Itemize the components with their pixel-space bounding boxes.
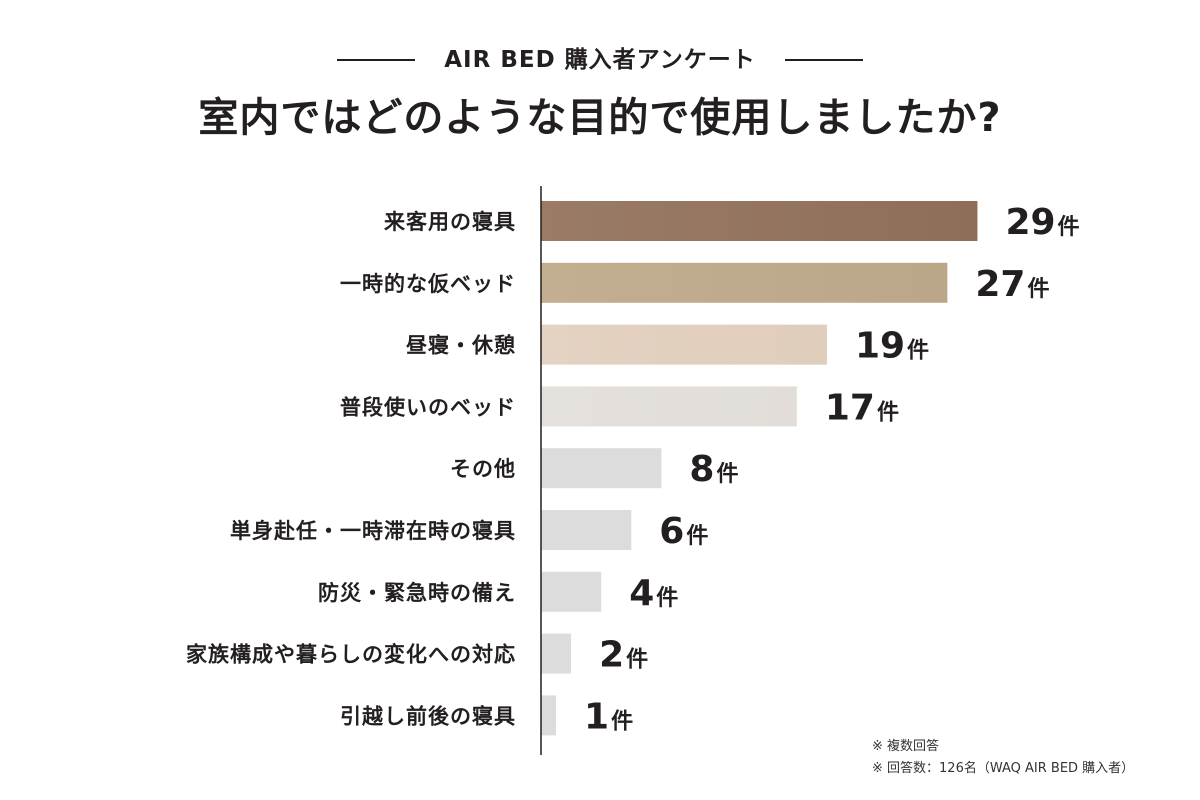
footnotes: ※ 複数回答 ※ 回答数：126名（WAQ AIR BED 購入者） [872, 736, 1134, 780]
bar-2 [541, 262, 948, 303]
subtitle-rule-left [337, 59, 415, 61]
subtitle-block: AIR BED 購入者アンケート [0, 44, 1200, 76]
value-label-3: 19件 [855, 326, 929, 367]
category-label-6: 単身赴任・一時滞在時の寝具 [230, 519, 516, 543]
chart-subtitle: AIR BED 購入者アンケート [444, 47, 756, 73]
value-label-5: 8件 [689, 449, 738, 490]
value-label-9: 1件 [584, 696, 633, 737]
chart-title: 室内ではどのような目的で使用しましたか? [198, 95, 1002, 141]
category-label-3: 昼寝・休憩 [406, 334, 516, 358]
value-label-8: 2件 [599, 635, 648, 676]
subtitle-rule-right [785, 59, 863, 61]
bar-group [541, 201, 978, 736]
category-labels: 来客用の寝具一時的な仮ベッド昼寝・休憩普段使いのベッドその他単身赴任・一時滞在時… [186, 210, 516, 728]
value-label-4: 17件 [825, 387, 899, 428]
value-label-6: 6件 [659, 511, 708, 552]
bar-1 [541, 201, 978, 241]
category-label-1: 来客用の寝具 [384, 210, 516, 234]
value-labels: 29件 27件 19件 17件 8件 6件 4件 2件 1件 [584, 202, 1080, 737]
bar-7 [541, 571, 602, 612]
category-label-8: 家族構成や暮らしの変化への対応 [186, 643, 516, 667]
value-label-2: 27件 [975, 264, 1049, 305]
category-label-7: 防災・緊急時の備え [318, 581, 516, 605]
bar-9 [541, 695, 557, 736]
category-label-2: 一時的な仮ベッド [340, 272, 516, 296]
footnote-multiple-answers: ※ 複数回答 [872, 739, 940, 754]
category-label-9: 引越し前後の寝具 [340, 704, 516, 728]
category-label-5: その他 [450, 457, 516, 481]
bar-6 [541, 510, 632, 550]
bar-5 [541, 448, 662, 489]
value-label-1: 29件 [1005, 202, 1079, 243]
bar-3 [541, 324, 827, 365]
bar-8 [541, 633, 572, 674]
footnote-respondents: ※ 回答数：126名（WAQ AIR BED 購入者） [872, 761, 1135, 776]
value-label-7: 4件 [629, 573, 678, 614]
bar-4 [541, 386, 797, 427]
category-label-4: 普段使いのベッド [340, 395, 516, 419]
